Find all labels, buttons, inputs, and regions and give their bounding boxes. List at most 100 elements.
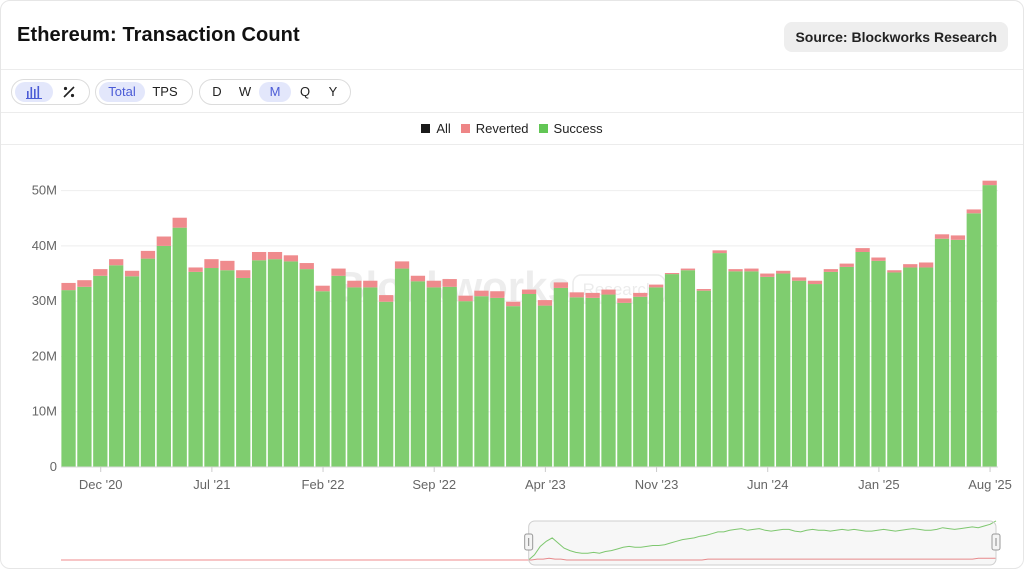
bar-reverted (426, 280, 441, 288)
tps-button[interactable]: TPS (152, 84, 178, 99)
bar-reverted (601, 289, 616, 295)
bar-reverted (394, 261, 410, 269)
interval-y-button[interactable]: Y (328, 84, 338, 99)
bar-reverted (760, 273, 775, 277)
y-tick-label: 10M (32, 404, 57, 419)
interval-m-button[interactable]: M (259, 82, 291, 102)
legend-swatch-reverted (460, 124, 470, 133)
bar-reverted (124, 270, 140, 277)
interval-w-button[interactable]: W (238, 84, 252, 99)
bar-reverted (855, 248, 870, 252)
source-badge[interactable]: Source: Blockworks Research (784, 22, 1008, 52)
bar-success (426, 287, 441, 467)
legend-label-reverted: Reverted (475, 121, 529, 136)
bar-reverted (299, 263, 314, 270)
legend-label-all: All (436, 121, 451, 136)
bar-success (251, 260, 267, 467)
bar-success (93, 275, 108, 467)
bar-reverted (315, 285, 330, 292)
bar-success (601, 294, 616, 467)
bar-success (887, 272, 902, 467)
bar-success (776, 273, 791, 467)
bar-reverted (649, 284, 664, 288)
bar-success (521, 293, 537, 467)
bar-reverted (331, 268, 346, 276)
bar-reverted (839, 263, 854, 267)
interval-d-button[interactable]: D (212, 84, 222, 99)
range-navigator[interactable] (1, 509, 1023, 567)
bar-reverted (728, 269, 743, 272)
bar-success (982, 185, 997, 467)
bar-reverted (537, 300, 553, 306)
bar-reverted (172, 217, 187, 228)
bar-reverted (61, 282, 76, 291)
bar-success (807, 284, 823, 467)
x-tick-label: Apr '23 (525, 477, 566, 492)
total-button[interactable]: Total (99, 82, 145, 102)
bar-reverted (823, 269, 838, 272)
bar-success (712, 253, 727, 467)
bar-success (855, 251, 870, 467)
percent-button[interactable] (53, 82, 85, 102)
bar-success (680, 270, 696, 467)
bar-success (379, 301, 394, 467)
bar-success (728, 271, 743, 467)
bar-success (823, 271, 838, 467)
bar-reverted (458, 295, 473, 302)
bar-success (617, 302, 632, 467)
bar-reverted (410, 275, 426, 282)
legend-label-success: Success (553, 121, 603, 136)
bar-reverted (347, 280, 362, 288)
navigator-window[interactable] (528, 520, 997, 566)
bar-reverted (220, 260, 235, 271)
bar-reverted (950, 235, 966, 240)
chart-header: Ethereum: Transaction Count Source: Bloc… (1, 1, 1023, 70)
bar-success (903, 267, 918, 467)
legend-item-all[interactable]: All (421, 121, 451, 136)
bar-chart-button[interactable] (15, 82, 53, 102)
bar-reverted (188, 267, 203, 272)
bar-success (331, 275, 346, 467)
bar-reverted (77, 280, 92, 287)
bar-reverted (887, 270, 902, 273)
bar-reverted (236, 270, 251, 278)
x-tick-label: Sep '22 (412, 477, 456, 492)
bar-reverted (680, 268, 696, 271)
x-tick-label: Feb '22 (302, 477, 345, 492)
interval-q-button[interactable]: Q (299, 84, 311, 99)
bar-reverted (903, 264, 918, 268)
bar-reverted (379, 295, 394, 302)
bar-success (744, 271, 759, 467)
bar-reverted (664, 272, 680, 275)
bar-success (918, 267, 934, 467)
bar-success (871, 260, 886, 467)
bar-success (267, 259, 283, 467)
bar-reverted (776, 270, 791, 274)
bar-success (220, 270, 235, 467)
legend-item-reverted[interactable]: Reverted (460, 121, 529, 136)
bar-reverted (696, 289, 711, 291)
bar-success (109, 265, 124, 467)
metric-toggle: Total TPS (95, 79, 193, 105)
bar-success (633, 296, 648, 467)
bar-reverted (553, 282, 569, 288)
bar-reverted (521, 289, 537, 294)
bar-success (61, 290, 76, 467)
bar-success (966, 213, 981, 467)
bar-reverted (807, 280, 823, 285)
bar-reverted (140, 250, 156, 259)
bar-success (791, 280, 807, 467)
bar-success (77, 286, 92, 467)
legend-item-success[interactable]: Success (538, 121, 603, 136)
bar-reverted (109, 259, 124, 266)
bar-success (394, 268, 410, 467)
bar-success (347, 287, 362, 467)
bar-success (474, 296, 489, 467)
chart-title: Ethereum: Transaction Count (17, 24, 300, 46)
bar-success (236, 277, 251, 467)
bar-success (506, 306, 521, 467)
bar-success (760, 276, 775, 467)
bar-success (950, 239, 966, 467)
bar-reverted (93, 269, 108, 276)
